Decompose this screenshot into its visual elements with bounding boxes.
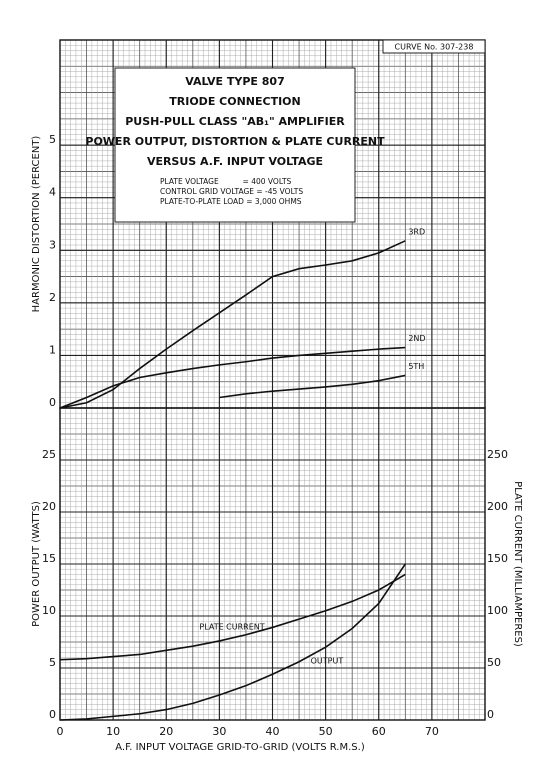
y2-tick-label: 0: [487, 708, 494, 721]
y-tick-label: 5: [49, 656, 56, 669]
series-label: PLATE CURRENT: [199, 622, 264, 631]
title-block: VALVE TYPE 807 TRIODE CONNECTION PUSH-PULL…: [85, 75, 385, 206]
y2-tick-label: 50: [487, 656, 501, 669]
curves: [59, 240, 406, 721]
curve: [59, 346, 406, 409]
y2-tick-label: 200: [487, 500, 508, 513]
y-tick-label: 10: [42, 604, 56, 617]
condition-note: PLATE-TO-PLATE LOAD = 3,000 OHMS: [160, 197, 302, 206]
curve-number: CURVE No. 307-238: [395, 43, 474, 52]
curve-number-box: [382, 39, 486, 54]
curve: [59, 573, 406, 661]
title-line: VALVE TYPE 807: [185, 75, 284, 88]
series-label: OUTPUT: [311, 657, 344, 666]
title-line: PUSH-PULL CLASS "AB₁" AMPLIFIER: [125, 115, 345, 128]
y-axis-label: POWER OUTPUT (WATTS): [31, 501, 42, 627]
x-tick-label: 50: [319, 725, 333, 738]
y-tick-label: 3: [49, 238, 56, 251]
x-tick-label: 20: [159, 725, 173, 738]
y-tick-label: 4: [49, 186, 56, 199]
x-tick-label: 60: [372, 725, 386, 738]
y-tick-label: 0: [49, 708, 56, 721]
series-label: 3RD: [408, 227, 425, 236]
y-tick-label: 5: [49, 133, 56, 146]
y-tick-label: 25: [42, 448, 56, 461]
y2-tick-label: 250: [487, 448, 508, 461]
title-line: TRIODE CONNECTION: [169, 95, 300, 108]
curve: [59, 240, 406, 409]
y-tick-label: 15: [42, 552, 56, 565]
series-label: 2ND: [408, 334, 425, 343]
y2-tick-label: 100: [487, 604, 508, 617]
curve: [59, 563, 406, 721]
x-tick-label: 30: [212, 725, 226, 738]
y-tick-label: 0: [49, 396, 56, 409]
y2-tick-label: 150: [487, 552, 508, 565]
y-axis-label: HARMONIC DISTORTION (PERCENT): [31, 136, 42, 313]
y-tick-label: 2: [49, 291, 56, 304]
title-line: VERSUS A.F. INPUT VOLTAGE: [147, 155, 323, 168]
condition-note: CONTROL GRID VOLTAGE = -45 VOLTS: [160, 187, 303, 196]
plot-frame: [59, 407, 486, 721]
title-line: POWER OUTPUT, DISTORTION & PLATE CURRENT: [85, 135, 385, 148]
curve: [219, 374, 406, 399]
x-tick-label: 0: [57, 725, 64, 738]
y2-axis-label: PLATE CURRENT (MILLIAMPERES): [512, 481, 523, 647]
y-tick-label: 1: [49, 343, 56, 356]
condition-note: PLATE VOLTAGE = 400 VOLTS: [160, 177, 292, 186]
x-axis-label: A.F. INPUT VOLTAGE GRID-TO-GRID (VOLTS R…: [115, 742, 365, 753]
x-tick-label: 10: [106, 725, 120, 738]
series-label: 5TH: [408, 362, 424, 371]
title-box: [114, 67, 356, 223]
x-tick-label: 40: [266, 725, 280, 738]
x-tick-label: 70: [425, 725, 439, 738]
y-tick-label: 20: [42, 500, 56, 513]
